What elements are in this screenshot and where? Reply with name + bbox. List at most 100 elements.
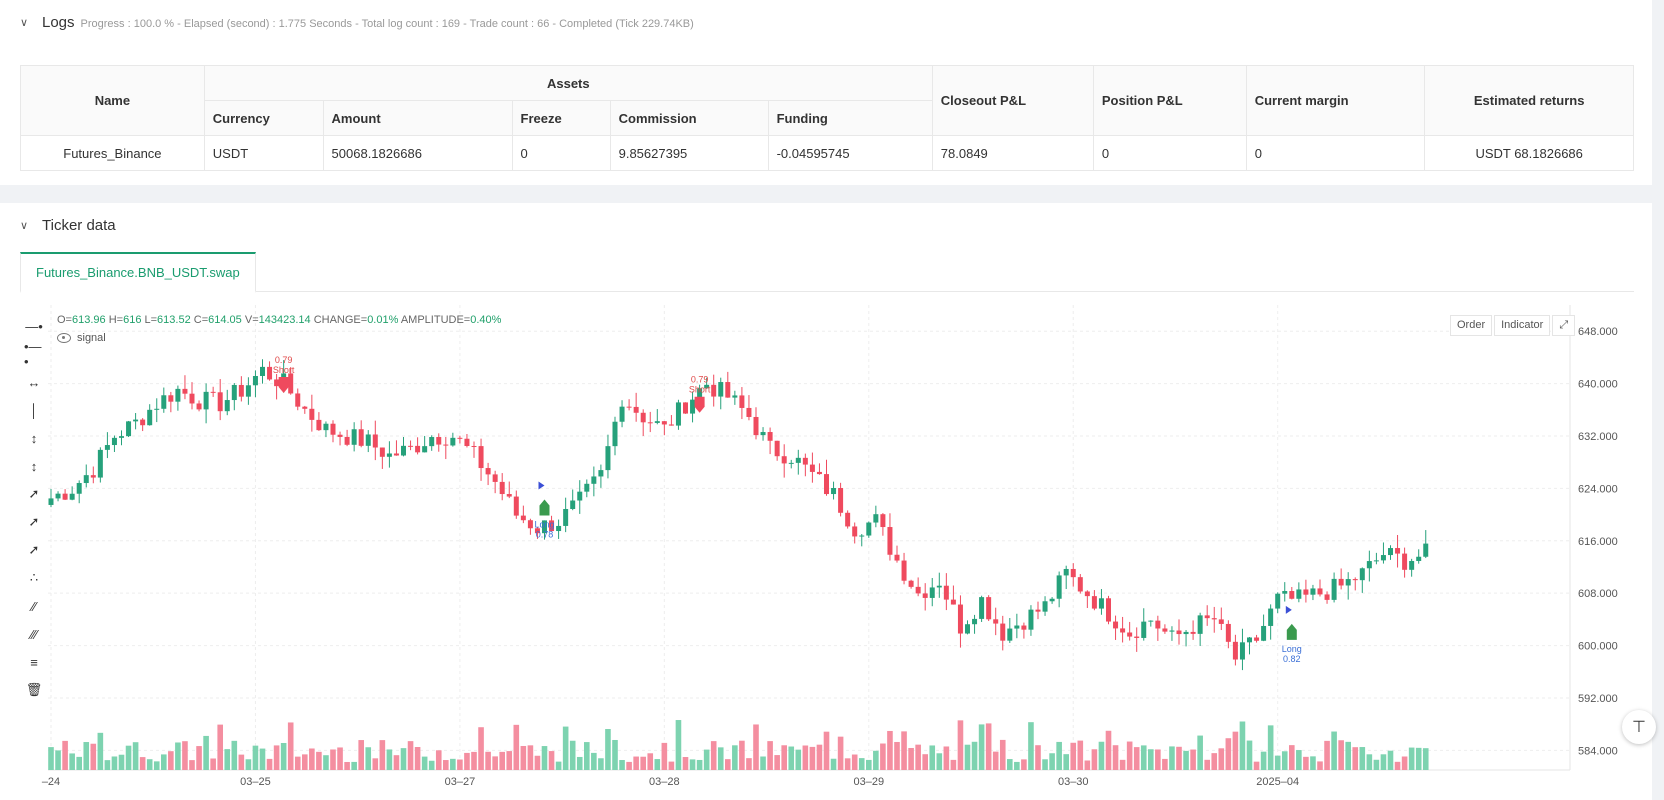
- volume-bar: [584, 742, 590, 770]
- volume-bar: [175, 742, 181, 770]
- order-button[interactable]: Order: [1450, 315, 1493, 336]
- candle-body: [816, 471, 822, 475]
- candle-body: [457, 437, 463, 439]
- volume-bar: [203, 735, 209, 770]
- candle-body: [1275, 593, 1281, 609]
- candle-body: [852, 526, 858, 537]
- candle-body: [972, 618, 978, 625]
- indicator-button[interactable]: Indicator: [1494, 315, 1551, 336]
- candle-body: [1345, 579, 1351, 586]
- volume-bar: [125, 745, 132, 770]
- volume-bar: [323, 755, 329, 770]
- segment-icon[interactable]: ➚: [28, 542, 40, 557]
- candle-body: [217, 392, 223, 412]
- volume-bar: [654, 759, 661, 770]
- logs-header[interactable]: ∨ Logs Progress : 100.0 % - Elapsed (sec…: [20, 14, 694, 31]
- volume-bar: [231, 740, 238, 770]
- candle-body: [1070, 568, 1076, 578]
- long-marker-icon: [1286, 623, 1297, 640]
- candle-body: [1049, 598, 1055, 602]
- trend-line-icon[interactable]: ➚: [28, 486, 40, 501]
- multi-channel-icon[interactable]: ∕∕∕: [30, 626, 38, 642]
- candle-body: [943, 585, 949, 600]
- indicator-legend[interactable]: signal: [57, 332, 106, 344]
- signal-value-label: 0.78: [536, 529, 554, 539]
- header-assets: Assets: [203, 65, 933, 101]
- candle-body: [231, 384, 237, 401]
- volume-bar: [168, 751, 174, 770]
- horizontal-line-icon[interactable]: •—•: [24, 339, 42, 369]
- candle-body: [1098, 598, 1104, 609]
- y-tick-label: 632.000: [1578, 431, 1618, 443]
- candle-body: [654, 421, 660, 423]
- price-label-icon[interactable]: ∴: [29, 570, 39, 585]
- volume-bar: [689, 759, 696, 770]
- candle-body: [626, 406, 632, 408]
- volume-bar: [111, 756, 118, 770]
- candle-body: [612, 421, 618, 447]
- candle-body: [704, 384, 710, 389]
- vertical-line-icon[interactable]: │: [29, 402, 39, 418]
- candle-body: [90, 475, 96, 478]
- candle-body: [175, 388, 181, 402]
- volume-bar: [626, 761, 632, 770]
- ticker-panel: ∨ Ticker data: [0, 203, 1652, 800]
- candle-body: [957, 604, 963, 634]
- ray-icon[interactable]: ➚: [28, 514, 40, 529]
- signal-value-label: 0.79: [275, 355, 293, 365]
- chevron-down-icon[interactable]: ∨: [20, 220, 29, 232]
- short-marker-icon: [694, 396, 705, 413]
- candle-body: [245, 385, 251, 397]
- candle-body: [619, 406, 625, 422]
- candle-body: [880, 514, 886, 528]
- candle-body: [1402, 553, 1408, 570]
- ohlc-readout: O=613.96 H=616 L=613.52 C=614.05 V=14342…: [57, 314, 501, 326]
- volume-bar: [407, 741, 414, 770]
- volume-bar: [732, 745, 738, 770]
- candle-body: [725, 382, 731, 398]
- cell-amount: 50068.1826686: [322, 135, 513, 171]
- candle-body: [668, 424, 674, 426]
- volume-bar: [344, 761, 350, 770]
- volume-bar: [1415, 747, 1422, 770]
- tab-bnb-usdt-swap[interactable]: Futures_Binance.BNB_USDT.swap: [20, 252, 256, 293]
- candle-body: [929, 587, 935, 598]
- trash-icon[interactable]: 🗑: [25, 682, 43, 697]
- volume-bar: [1218, 748, 1225, 770]
- candle-body: [436, 437, 442, 445]
- volume-bar: [1197, 735, 1203, 770]
- candle-body: [351, 429, 357, 445]
- candle-body: [238, 384, 244, 397]
- horizontal-segment-icon[interactable]: ↔: [27, 374, 41, 390]
- candle-body: [690, 399, 696, 414]
- back-to-top-icon[interactable]: ⊤: [1622, 710, 1656, 744]
- ticker-header[interactable]: ∨ Ticker data: [20, 217, 116, 234]
- volume-bar: [1211, 753, 1218, 770]
- volume-bar: [90, 743, 97, 770]
- volume-bar: [703, 749, 710, 770]
- candle-body: [252, 375, 258, 386]
- volume-bar: [309, 748, 315, 770]
- eye-icon[interactable]: [57, 333, 71, 343]
- candle-body: [196, 403, 202, 410]
- volume-bar: [139, 757, 146, 770]
- cell-freeze: 0: [511, 135, 611, 171]
- cell-closeout-pnl: 78.0849: [931, 135, 1094, 171]
- volume-bar: [161, 754, 167, 770]
- chevron-down-icon[interactable]: ∨: [20, 17, 29, 29]
- volume-bar: [1021, 759, 1027, 770]
- cross-line-icon[interactable]: ↕: [30, 430, 38, 446]
- fib-icon[interactable]: ≡: [30, 654, 38, 670]
- volume-bar: [499, 751, 505, 770]
- volume-bar: [1281, 751, 1288, 770]
- candle-body: [1225, 623, 1231, 642]
- candle-body: [1014, 625, 1020, 629]
- candle-body: [683, 402, 688, 414]
- parallel-channel-icon[interactable]: ∕∕: [31, 598, 37, 614]
- candle-body: [302, 406, 308, 409]
- fullscreen-icon[interactable]: ⤢: [1552, 315, 1576, 336]
- vertical-segment-icon[interactable]: ↕: [30, 458, 38, 474]
- horizontal-ray-icon[interactable]: —•: [25, 318, 43, 334]
- signal-type-label: Long: [1282, 644, 1302, 654]
